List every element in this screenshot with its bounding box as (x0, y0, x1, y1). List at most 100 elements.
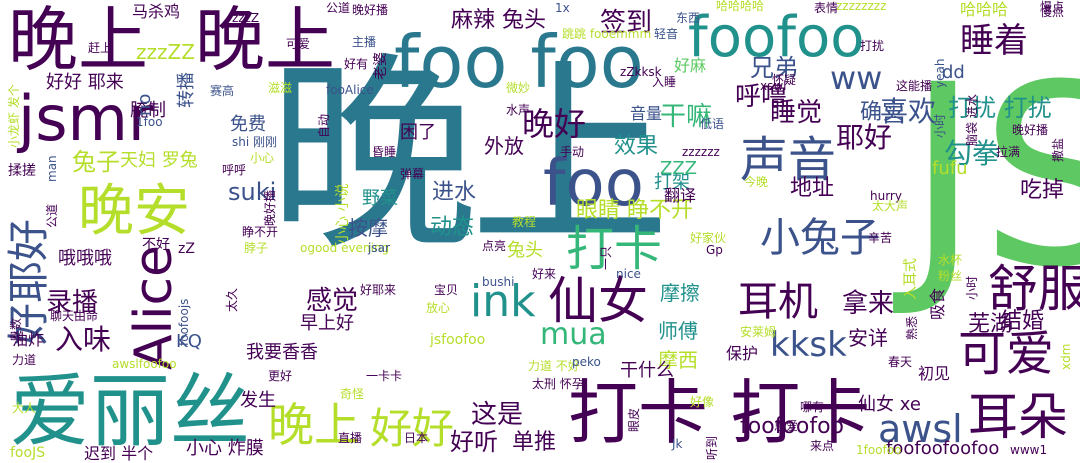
word-small-30: 今晚 (744, 175, 769, 189)
word-small-96: 小龙虾 发个 (7, 84, 21, 148)
word-shuizhe: 睡着 (960, 21, 1028, 61)
word-small-81: 好像 (690, 395, 715, 409)
word-KQ: KQ (176, 331, 202, 352)
word-wanshang-2: 晚上 (195, 0, 335, 81)
word-fasheng: 发生 (240, 390, 276, 411)
word-mianfei: 免费 (230, 114, 266, 135)
word-daka-bottom: 打卡 打卡 (568, 372, 871, 454)
word-xiannv-xe: 仙女 xe (858, 394, 921, 415)
word-awsl: awsl (878, 407, 963, 451)
word-alice: Alice (124, 244, 184, 370)
word-small-16: 打扰 (860, 39, 885, 53)
word-zhexie: 这是 (471, 400, 524, 430)
word-small-28: zzzzzz (682, 145, 720, 159)
word-ruwei: 入味 (55, 323, 112, 356)
word-fanyi: 翻译 (664, 186, 697, 205)
word-gansha: 干什么 (620, 360, 674, 381)
word-ailisi: 爱丽丝 (10, 365, 250, 458)
word-small-93: 迟到 半个 (84, 444, 154, 463)
word-goubuquan: 勾拳 (944, 137, 1001, 170)
word-small-49: 脖子 (244, 241, 269, 255)
word-small-33: 小时 (933, 113, 947, 138)
word-small-55: 好家伙 (690, 231, 727, 245)
word-small-1: 慢点 (1040, 0, 1065, 14)
word-yelaihao: 耶好 (836, 121, 893, 154)
word-small-2: zzzZ (232, 11, 260, 25)
word-shang: 上 (470, 41, 671, 274)
word-small-23: 滋滋 (268, 81, 293, 95)
word-hongzhi: 腌制 (130, 100, 166, 121)
word-small-46: man (45, 155, 59, 182)
word-small-91: 来点 (810, 439, 835, 453)
word-dd: dd (942, 62, 965, 83)
word-xiongdi: 兄弟 (750, 54, 798, 82)
word-small-9: 哈哈哈哈 (716, 0, 765, 13)
word-small-90: 1foofoo (856, 443, 902, 457)
word-small-7: 表情 (814, 1, 839, 15)
word-js: JS (906, 31, 1080, 322)
word-small-15: 轻音 (654, 27, 679, 41)
word-yinliang: 音量 (630, 104, 663, 123)
word-small-5: 1x (555, 1, 570, 15)
word-small-74: xdm (1059, 343, 1073, 370)
word-small-36: 拉满 (996, 145, 1021, 159)
word-baohu: 保护 (726, 344, 759, 363)
word-anmo: 按摩 (348, 216, 388, 240)
word-small-13: 主播 (352, 35, 377, 49)
word-small-95: 聊天由命 (50, 309, 99, 323)
word-erduo: 耳朵 (968, 388, 1068, 446)
word-small-89: 听到 (705, 435, 719, 460)
word-small-17: zZkksk (620, 65, 662, 79)
word-small-34: 晚好播 (1012, 123, 1049, 137)
word-small-67: foofoojs (177, 298, 191, 346)
word-mala: 麻辣 兔头 (451, 8, 546, 33)
word-shifu: 师傅 (658, 319, 698, 343)
word-small-75: 力道 (12, 353, 37, 367)
word-ganjue: 感觉 (306, 286, 359, 316)
word-small-42: 昏睡 (372, 145, 397, 159)
word-haoma: 好麻 (674, 56, 707, 75)
word-ohoh: 哦哦哦 (58, 248, 112, 269)
word-small-48: 睁不开 (242, 225, 279, 239)
word-suki: suki (228, 178, 277, 206)
word-yanjing: 眼睛 睁不开 (576, 198, 693, 223)
word-chidiao: 吃掉 (1020, 178, 1065, 203)
word-small-87: Jk (672, 437, 683, 451)
word-zaoshang: 早上好 (300, 313, 354, 334)
word-keai: 可爱 (958, 326, 1055, 382)
word-tutou: 兔头 (507, 240, 543, 261)
word-small-100: 晚好播 (263, 189, 277, 226)
word-small-57: 辛苦 (868, 231, 893, 245)
word-small-83: 大人 (12, 401, 37, 415)
word-small-63: bushi (482, 275, 515, 289)
word-small-37: hurry (870, 189, 902, 203)
word-daka-mid: 打卡 (566, 221, 663, 277)
word-small-97: 入耳式 (903, 258, 919, 300)
word-small-25: 微妙 (506, 81, 531, 95)
word-erji: 耳机 (738, 279, 818, 325)
word-haohao-bottom: 好好 (370, 404, 455, 453)
word-small-4: 晚好播 (352, 3, 389, 17)
word-nalai: 拿来 (842, 289, 895, 319)
word-qiandao: 签到 (600, 8, 653, 38)
word-small-53: 点亮 (482, 239, 507, 253)
word-small-85: 直播 (338, 431, 363, 445)
word-small-54: 教程 (512, 215, 537, 229)
word-xihuan: 喜欢 (880, 95, 937, 128)
word-small-14: 跳跳 fooemmm (562, 27, 652, 41)
word-shufu: 舒服 (988, 260, 1080, 318)
word-small-77: 更好 (268, 369, 293, 383)
word-small-51: ogood evening (300, 241, 390, 255)
word-small-11: 赶上 (88, 41, 113, 55)
word-dongtai: 动态 (430, 215, 475, 240)
word-tianfu: 天妇 罗兔 (120, 150, 198, 171)
word-kksk: kksk (770, 325, 847, 365)
word-small-62: 宝贝 (434, 283, 459, 297)
word-small-59: 水杯 (938, 253, 963, 267)
word-small-69: 力道 不好 (528, 359, 580, 373)
word-small-35: 撒盐 (1051, 137, 1065, 162)
word-foo-foo: foo foo (394, 20, 644, 104)
word-small-92: www1 (1010, 443, 1048, 457)
word-ingdi: 地址 (790, 176, 835, 201)
word-shengyin: 声音 (740, 132, 837, 188)
